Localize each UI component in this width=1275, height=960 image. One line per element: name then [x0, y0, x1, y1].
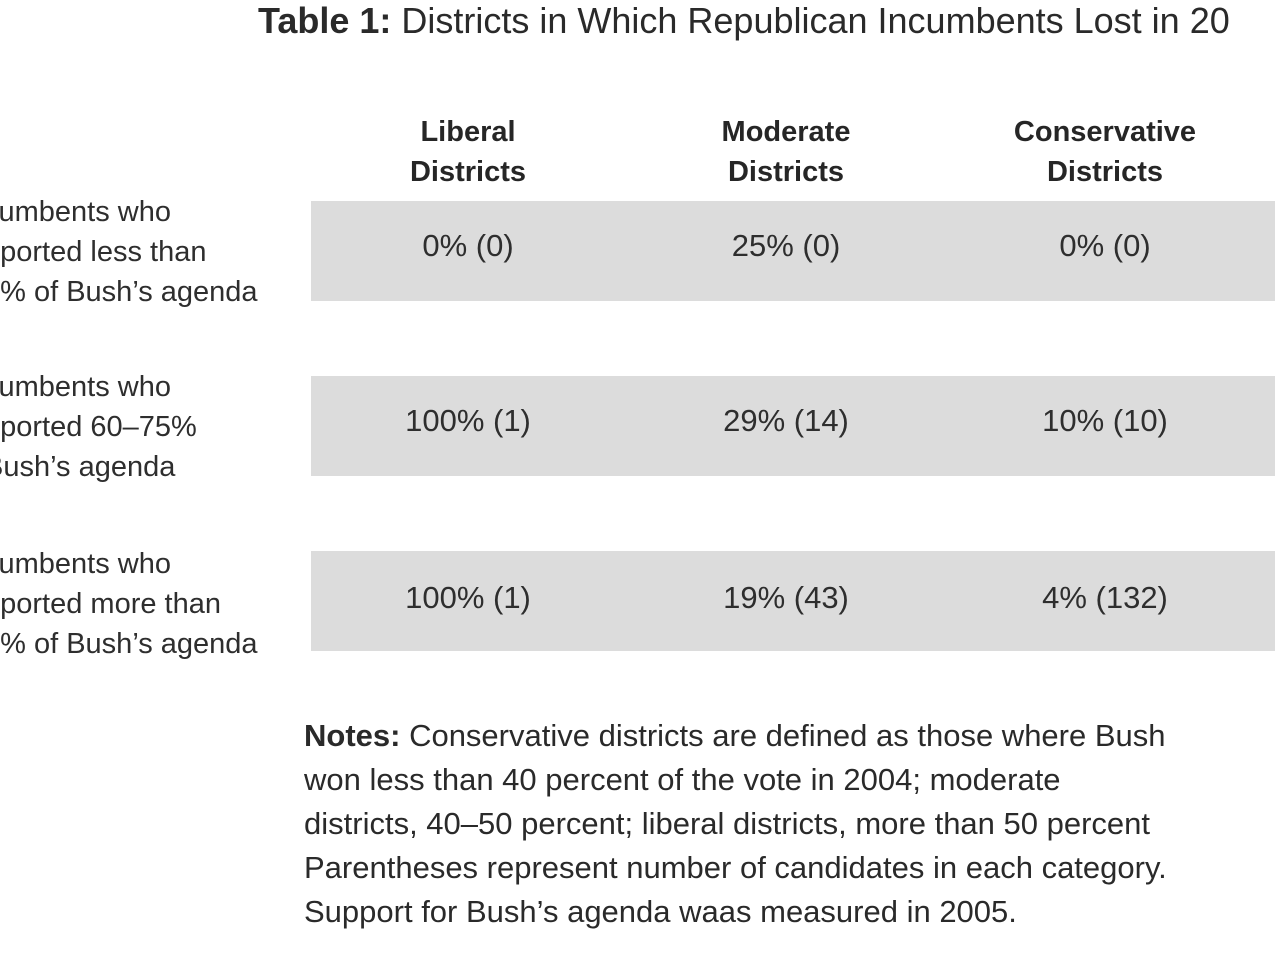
table-cell-liberal: 0% (0): [422, 228, 514, 263]
table-row: [311, 201, 1275, 301]
table-cell-liberal: 100% (1): [405, 403, 531, 438]
notes-line: won less than 40 percent of the vote in …: [304, 762, 1061, 797]
column-header-conservative: Conservative Districts: [975, 112, 1235, 192]
column-header-line: Districts: [1046, 156, 1164, 188]
row-label-line: cumbents who: [0, 371, 171, 403]
row-label-line: cumbents who: [0, 548, 171, 580]
table-title-label: Table 1:: [258, 0, 392, 41]
table-cell-liberal: 100% (1): [405, 580, 531, 615]
notes-line: Support for Bush’s agenda waas measured …: [304, 894, 1017, 929]
column-header-line: Conservative: [1013, 116, 1197, 148]
table-cell-moderate: 25% (0): [731, 228, 841, 263]
notes-line: districts, 40–50 percent; liberal distri…: [304, 806, 1151, 841]
notes-line: Conservative districts are defined as th…: [400, 718, 1166, 753]
row-label-below-60: cumbents who pported less than 0% of Bus…: [0, 192, 304, 312]
table-cell-conservative: 10% (10): [1042, 403, 1168, 438]
notes-heading: Notes:: [304, 718, 401, 753]
table-notes: Notes: Conservative districts are define…: [304, 714, 1275, 934]
column-header-line: Districts: [409, 156, 527, 188]
row-label-60-75: cumbents who pported 60–75% Bush’s agend…: [0, 367, 304, 487]
row-label-line: Bush’s agenda: [0, 451, 176, 483]
table-row: [311, 551, 1275, 651]
row-label-line: pported less than: [0, 236, 207, 268]
table-cell-moderate: 19% (43): [723, 580, 849, 615]
table-cell-conservative: 0% (0): [1059, 228, 1151, 263]
table-title-text: Districts in Which Republican Incumbents…: [391, 0, 1230, 41]
table-row: [311, 376, 1275, 476]
row-label-line: 5% of Bush’s agenda: [0, 628, 258, 660]
table-cell-moderate: 29% (14): [723, 403, 849, 438]
notes-line: Parentheses represent number of candidat…: [304, 850, 1167, 885]
column-header-moderate: Moderate Districts: [656, 112, 916, 192]
row-label-line: cumbents who: [0, 196, 171, 228]
row-label-line: pported more than: [0, 588, 221, 620]
row-label-line: 0% of Bush’s agenda: [0, 276, 258, 308]
column-header-liberal: Liberal Districts: [338, 112, 598, 192]
table-title: Table 1: Districts in Which Republican I…: [258, 0, 1230, 42]
column-header-line: Moderate: [721, 116, 851, 148]
row-label-above-75: cumbents who pported more than 5% of Bus…: [0, 544, 304, 664]
table-cell-conservative: 4% (132): [1042, 580, 1168, 615]
column-header-line: Liberal: [420, 116, 516, 148]
row-label-line: pported 60–75%: [0, 411, 197, 443]
column-header-line: Districts: [727, 156, 845, 188]
